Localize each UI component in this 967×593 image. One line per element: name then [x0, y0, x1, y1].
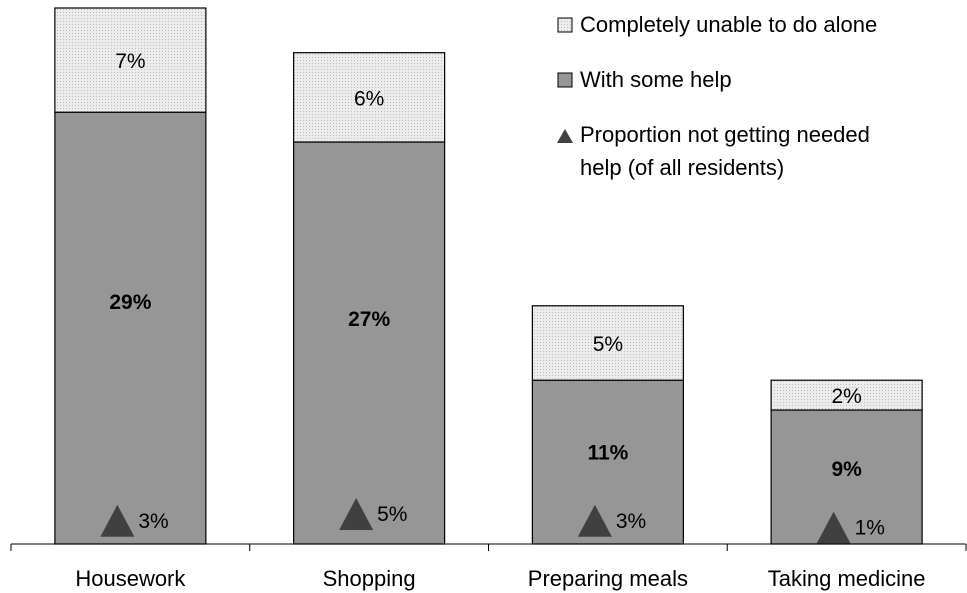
marker-label-shopping: 5%	[377, 503, 407, 526]
value-label-with-some-help-preparing-meals: 11%	[587, 441, 628, 464]
x-axis: Housework Shopping Preparing meals Taking m…	[10, 543, 967, 591]
bar-with-some-help-housework	[54, 111, 207, 545]
value-label-with-some-help-housework: 29%	[109, 291, 151, 314]
x-tick-label-shopping: Shopping	[323, 566, 416, 591]
bar-completely-unable-shopping	[293, 52, 446, 143]
legend-swatch-completely-unable	[557, 17, 573, 33]
bar-completely-unable-housework	[54, 7, 207, 113]
x-tick-label-taking-medicine: Taking medicine	[768, 566, 926, 591]
value-label-completely-unable-preparing-meals: 5%	[593, 333, 623, 356]
marker-triangle-housework	[100, 504, 135, 537]
legend-label-not-getting-help-line2: help (of all residents)	[580, 155, 784, 180]
x-tick-label-housework: Housework	[75, 566, 186, 591]
legend-label-with-some-help: With some help	[580, 67, 732, 92]
value-label-completely-unable-housework: 7%	[115, 50, 145, 73]
value-label-with-some-help-taking-medicine: 9%	[831, 458, 862, 481]
legend-swatch-with-some-help	[557, 72, 573, 88]
bar-with-some-help-preparing-meals	[531, 379, 684, 545]
marker-triangle-preparing-meals	[577, 504, 612, 537]
value-label-completely-unable-taking-medicine: 2%	[831, 385, 861, 408]
marker-label-preparing-meals: 3%	[616, 510, 646, 533]
legend-triangle-icon	[557, 129, 573, 143]
legend-label-not-getting-help-line1: Proportion not getting needed	[580, 122, 870, 147]
x-tick-label-preparing-meals: Preparing meals	[528, 566, 688, 591]
bar-completely-unable-taking-medicine	[770, 379, 923, 411]
legend: Completely unable to do alone With some …	[557, 12, 877, 180]
marker-label-housework: 3%	[138, 510, 168, 533]
bar-completely-unable-preparing-meals	[531, 305, 684, 381]
value-label-completely-unable-shopping: 6%	[354, 87, 384, 110]
legend-label-completely-unable: Completely unable to do alone	[580, 12, 877, 37]
value-label-with-some-help-shopping: 27%	[348, 308, 390, 331]
marker-label-taking-medicine: 1%	[855, 517, 885, 540]
marker-triangle-shopping	[339, 498, 374, 530]
bars-group: 7% 29% 3% 6% 27% 5% 5% 11% 3% 2% 9% 1%	[54, 7, 923, 545]
marker-triangle-taking-medicine	[816, 511, 851, 544]
bar-with-some-help-shopping	[293, 141, 446, 545]
